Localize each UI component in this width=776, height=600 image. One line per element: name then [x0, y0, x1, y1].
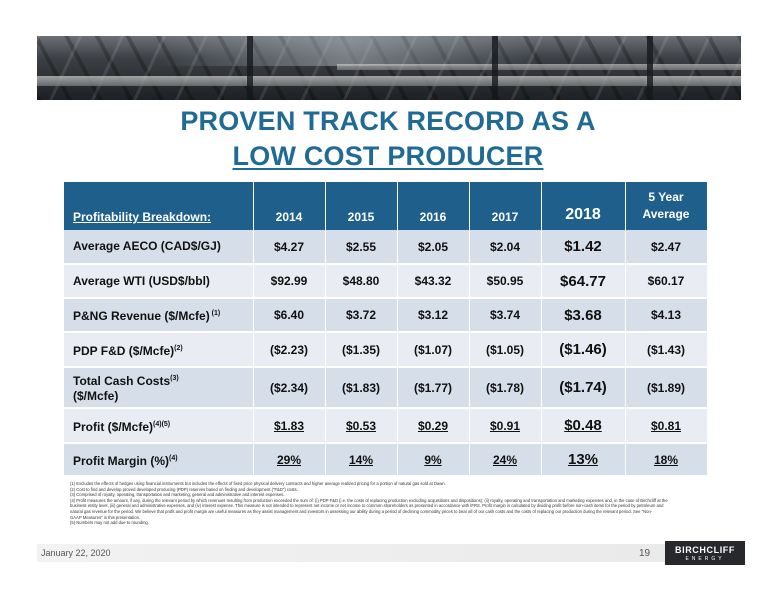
table-row: Average AECO (CAD$/GJ) $4.27 $2.55 $2.05… [64, 230, 708, 265]
cell: ($1.74) [541, 367, 626, 409]
profitability-table: Profitability Breakdown: 2014 2015 2016 … [64, 182, 708, 477]
row-label: Profit Margin (%)(4) [64, 443, 254, 477]
cell: $60.17 [625, 264, 708, 299]
cell: 14% [325, 443, 398, 477]
cell: $48.80 [325, 264, 398, 299]
cell: ($1.77) [397, 367, 470, 409]
cell: $4.13 [625, 298, 708, 333]
footnote: business entity level, (iii) general and… [70, 503, 664, 509]
slide-title-line2: LOW COST PRODUCER [232, 141, 544, 171]
table-row: P&NG Revenue ($/Mcfe) (1) $6.40 $3.72 $3… [64, 298, 708, 333]
footnote: (4) Profit measures the amount, if any, … [70, 497, 668, 503]
cell: 29% [253, 443, 326, 477]
cell: ($1.46) [541, 332, 626, 368]
row-label: Average AECO (CAD$/GJ) [64, 230, 254, 265]
cell: ($1.05) [469, 332, 542, 368]
cell: ($1.89) [625, 367, 708, 409]
cell: $0.91 [469, 408, 542, 444]
cell: $2.05 [397, 230, 470, 265]
table-row: PDP F&D ($/Mcfe)(2) ($2.23) ($1.35) ($1.… [64, 332, 708, 368]
cell: $64.77 [541, 264, 626, 299]
footnote: (5) Numbers may not add due to rounding. [70, 520, 149, 526]
row-label: Average WTI (USD$/bbl) [64, 264, 254, 299]
table-header-row: Profitability Breakdown: 2014 2015 2016 … [64, 182, 708, 230]
cell: 18% [625, 443, 708, 477]
footer-date: January 22, 2020 [41, 548, 111, 558]
company-logo: BIRCHCLIFF ENERGY [665, 541, 745, 565]
footer-bar [37, 544, 741, 562]
footnote: (1) Excludes the effects of hedges using… [70, 481, 446, 486]
cell: $0.81 [625, 408, 708, 444]
cell: $43.32 [397, 264, 470, 299]
footnotes: (1) Excludes the effects of hedges using… [70, 481, 710, 526]
table-row: Profit ($/Mcfe)(4)(5) $1.83 $0.53 $0.29 … [64, 408, 708, 444]
header-banner-image [37, 36, 741, 100]
cell: ($1.43) [625, 332, 708, 368]
header-year: 2014 [253, 182, 326, 230]
cell: ($2.23) [253, 332, 326, 368]
row-label: Profit ($/Mcfe)(4)(5) [64, 408, 254, 444]
cell: ($1.83) [325, 367, 398, 409]
cell: $0.48 [541, 408, 626, 444]
table-row: Profit Margin (%)(4) 29% 14% 9% 24% 13% … [64, 443, 708, 477]
table-row: Total Cash Costs(3) ($/Mcfe) ($2.34) ($1.… [64, 367, 708, 409]
cell: 24% [469, 443, 542, 477]
table-header-label: Profitability Breakdown: [64, 182, 254, 230]
cell: 13% [541, 443, 626, 477]
cell: $92.99 [253, 264, 326, 299]
table-row: Average WTI (USD$/bbl) $92.99 $48.80 $43… [64, 264, 708, 299]
header-five-year-average: 5 Year Average [625, 182, 708, 230]
header-year: 2015 [325, 182, 398, 230]
cell: $2.47 [625, 230, 708, 265]
header-year: 2018 [541, 182, 626, 230]
cell: ($2.34) [253, 367, 326, 409]
footnote: (2) Cost to find and develop proved deve… [70, 486, 298, 492]
logo-name: BIRCHCLIFF [675, 545, 735, 555]
cell: $3.12 [397, 298, 470, 333]
logo-subtitle: ENERGY [685, 556, 725, 562]
cell: $3.74 [469, 298, 542, 333]
cell: ($1.07) [397, 332, 470, 368]
cell: $2.04 [469, 230, 542, 265]
row-label: PDP F&D ($/Mcfe)(2) [64, 332, 254, 368]
row-label: P&NG Revenue ($/Mcfe) (1) [64, 298, 254, 333]
cell: $50.95 [469, 264, 542, 299]
row-label: Total Cash Costs(3) ($/Mcfe) [64, 367, 254, 409]
cell: $4.27 [253, 230, 326, 265]
slide-title-line1: PROVEN TRACK RECORD AS A [180, 106, 596, 136]
cell: $0.53 [325, 408, 398, 444]
cell: $2.55 [325, 230, 398, 265]
header-year: 2016 [397, 182, 470, 230]
cell: ($1.35) [325, 332, 398, 368]
cell: 9% [397, 443, 470, 477]
header-year: 2017 [469, 182, 542, 230]
cell: $6.40 [253, 298, 326, 333]
footnote: (3) Comprised of royalty, operating, tra… [70, 492, 285, 498]
footnote: GAAP Measures" in this presentation. [70, 514, 141, 520]
cell: $1.42 [541, 230, 626, 265]
page-number: 19 [639, 548, 651, 559]
cell: $3.72 [325, 298, 398, 333]
cell: $3.68 [541, 298, 626, 333]
cell: ($1.78) [469, 367, 542, 409]
cell: $1.83 [253, 408, 326, 444]
footnote: natural gas revenue for the period. We b… [70, 508, 653, 514]
cell: $0.29 [397, 408, 470, 444]
